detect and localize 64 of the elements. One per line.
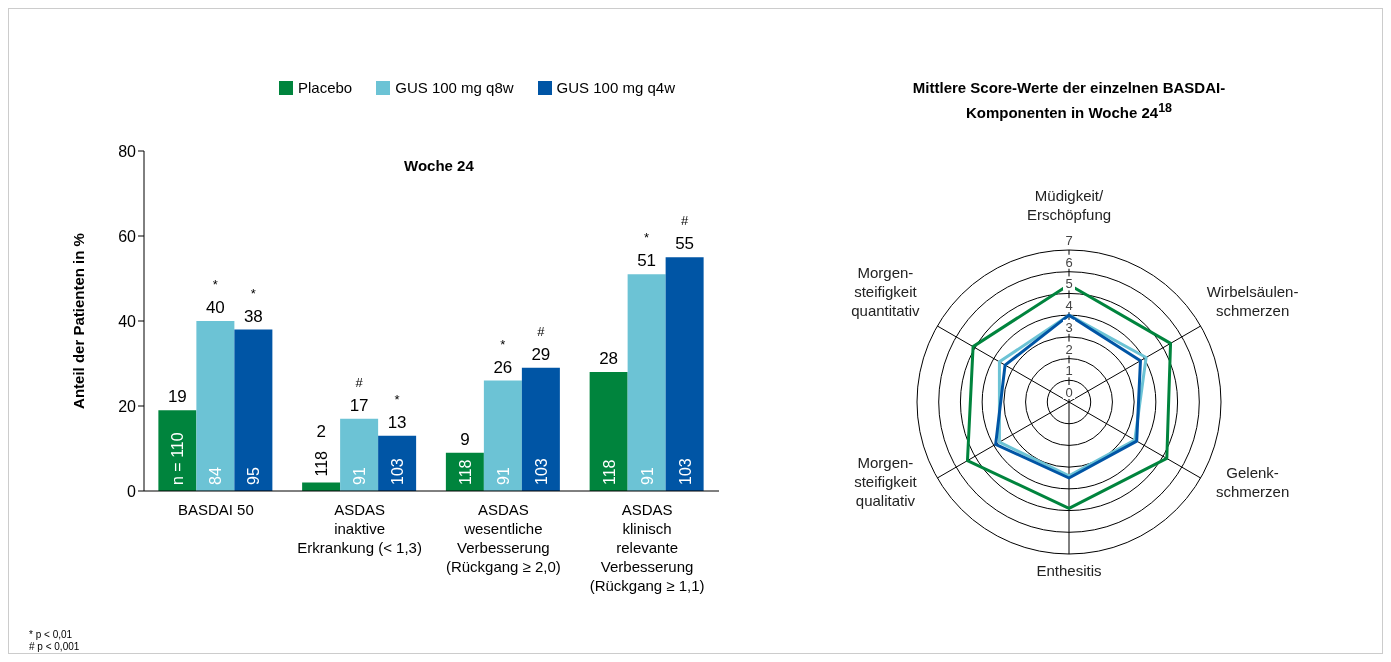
x-tick-label: ASDAS wesentliche Verbesserung (Rückgang ≥ 2,0)	[445, 501, 561, 575]
chart-title: Woche 24	[404, 157, 474, 174]
bar	[521, 367, 560, 491]
bar	[196, 321, 235, 491]
y-tick-label: 20	[118, 397, 137, 415]
x-tick-label: ASDAS inaktive Erkrankung (< 1,3)	[297, 501, 422, 556]
annotation: 91	[638, 467, 656, 485]
bar	[665, 257, 704, 491]
spoke-label: Morgen- steifigkeit qualitativ	[854, 454, 918, 509]
data-label: * 51	[637, 230, 657, 271]
annotation: 84	[207, 467, 225, 485]
annotation: 91	[351, 467, 369, 485]
bar	[340, 418, 379, 491]
bar	[158, 410, 197, 491]
y-tick-label: 0	[1065, 385, 1073, 400]
spoke-label: Enthesitis	[1036, 562, 1102, 579]
bar	[483, 380, 522, 491]
x-tick-label: BASDAI 50	[177, 501, 254, 518]
y-tick-label: 3	[1065, 319, 1073, 335]
legend-label: GUS 100 mg q4w	[556, 79, 675, 96]
annotation: 118	[313, 450, 331, 477]
bar	[627, 274, 666, 491]
annotation: 103	[532, 458, 550, 485]
spoke-label: Gelenk- schmerzen	[1215, 463, 1290, 500]
annotation: 103	[389, 458, 407, 485]
data-label: 19	[167, 387, 187, 407]
text: * p < 0,01	[29, 629, 74, 641]
annotation: 91	[494, 467, 512, 485]
data-label: 28	[599, 349, 619, 368]
text: # p < 0,001	[29, 641, 80, 653]
data-label: # 55	[675, 213, 695, 254]
y-tick-label: 60	[118, 227, 137, 245]
data-label: # 29	[531, 323, 551, 364]
y-tick-label: 7	[1065, 233, 1073, 248]
y-axis-title: Anteil der Patienten in %	[70, 233, 88, 409]
bar	[589, 372, 628, 491]
y-tick-label: 80	[118, 142, 137, 160]
y-tick-label: 2	[1065, 341, 1073, 357]
legend-label: GUS 100 mg q8w	[395, 79, 514, 96]
data-label: * 40	[205, 277, 225, 317]
annotation: 103	[676, 458, 694, 485]
annotation: 95	[245, 467, 263, 485]
spoke-label: Morgen- steifigkeit quantitativ	[851, 264, 921, 319]
y-tick-label: 1	[1065, 363, 1073, 379]
y-tick-label: 5	[1065, 276, 1073, 292]
y-tick-label: 4	[1065, 298, 1073, 314]
annotation: 118	[600, 459, 618, 485]
data-label: * 26	[493, 336, 513, 377]
data-label: 2	[316, 422, 326, 441]
annotation: 118	[456, 459, 474, 485]
data-label: * 13	[387, 391, 407, 432]
y-tick-label: 40	[118, 312, 137, 330]
spoke-label: Wirbelsäulen- schmerzen	[1206, 283, 1299, 319]
annotation: n = 110	[169, 432, 187, 485]
chart-title: Mittlere Score-Werte der einzelnen BASDAI-Komponenten in Woche 24$^{18}$	[912, 79, 1226, 121]
legend-label: Placebo	[298, 79, 353, 96]
x-tick-label: ASDAS klinisch relevante Verbesserung (Rückgang ≥ 1,1)	[589, 501, 705, 594]
data-label: 9	[460, 429, 470, 449]
y-tick-label: 0	[127, 482, 137, 500]
spoke-label: Müdigkeit/ Erschöpfung	[1026, 187, 1112, 223]
y-tick-label: 6	[1065, 254, 1073, 270]
bar	[234, 329, 273, 491]
data-label: * 38	[243, 285, 263, 326]
data-label: # 17	[349, 374, 369, 415]
